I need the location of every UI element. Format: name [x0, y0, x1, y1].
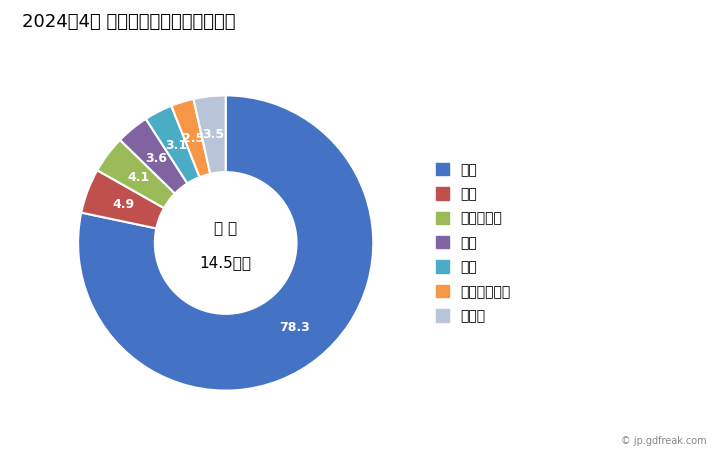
Text: 3.1: 3.1: [165, 140, 187, 153]
Wedge shape: [194, 95, 226, 174]
Wedge shape: [78, 95, 373, 391]
Text: 2024年4月 輸出相手国のシェア（％）: 2024年4月 輸出相手国のシェア（％）: [22, 14, 235, 32]
Wedge shape: [82, 170, 164, 229]
Text: 4.1: 4.1: [127, 171, 149, 184]
Wedge shape: [171, 99, 210, 177]
Wedge shape: [98, 140, 175, 208]
Text: 2.5: 2.5: [183, 132, 205, 145]
Text: © jp.gdfreak.com: © jp.gdfreak.com: [620, 436, 706, 446]
Wedge shape: [120, 119, 187, 194]
Text: 4.9: 4.9: [112, 198, 135, 211]
Text: 14.5億円: 14.5億円: [199, 255, 252, 270]
Text: 3.5: 3.5: [202, 128, 225, 141]
Text: 78.3: 78.3: [279, 321, 310, 334]
Wedge shape: [146, 106, 199, 184]
Text: 総 額: 総 額: [214, 221, 237, 236]
Legend: 韓国, 米国, マレーシア, 台湾, 中国, シンガポール, その他: 韓国, 米国, マレーシア, 台湾, 中国, シンガポール, その他: [435, 163, 511, 323]
Text: 3.6: 3.6: [146, 152, 167, 165]
